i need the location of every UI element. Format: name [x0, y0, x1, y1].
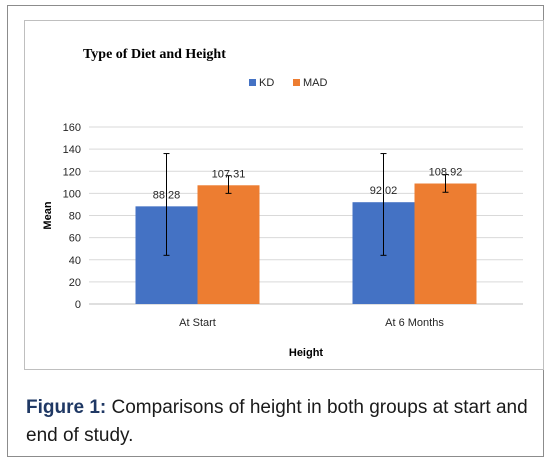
chart-svg: Type of Diet and Height KD MAD 0 20 40 60 80 100…	[42, 47, 523, 359]
caption-text: Comparisons of height in both groups at …	[26, 397, 528, 446]
x-axis-label: Height	[289, 347, 324, 359]
caption-label: Figure 1:	[26, 397, 107, 418]
y-tick-label: 60	[69, 233, 81, 245]
y-tick-label: 140	[63, 144, 81, 156]
data-label: 92.02	[370, 185, 398, 197]
x-tick-label: At Start	[179, 317, 216, 329]
y-axis-label: Mean	[42, 201, 54, 229]
y-tick-label: 40	[69, 255, 81, 267]
data-label: 88.28	[153, 189, 181, 201]
legend-label-mad: MAD	[303, 77, 328, 89]
y-tick-label: 20	[69, 277, 81, 289]
legend-swatch-mad	[293, 79, 300, 86]
data-label: 108.92	[429, 167, 463, 179]
bar-mad	[197, 185, 260, 304]
figure-caption: Figure 1: Comparisons of height in both …	[26, 394, 531, 450]
chart-title: Type of Diet and Height	[83, 47, 226, 62]
y-tick-label: 80	[69, 211, 81, 223]
y-tick-label: 100	[63, 188, 81, 200]
y-tick-label: 160	[63, 122, 81, 134]
chart-area: Type of Diet and Height KD MAD 0 20 40 60 80 100…	[24, 20, 544, 370]
bar-mad	[414, 183, 477, 304]
y-tick-label: 120	[63, 166, 81, 178]
legend-swatch-kd	[249, 79, 256, 86]
figure-frame: Type of Diet and Height KD MAD 0 20 40 60 80 100…	[7, 5, 544, 457]
data-label: 107.31	[212, 168, 246, 180]
x-tick-label: At 6 Months	[385, 317, 444, 329]
y-tick-label: 0	[75, 299, 81, 311]
legend-label-kd: KD	[259, 77, 274, 89]
